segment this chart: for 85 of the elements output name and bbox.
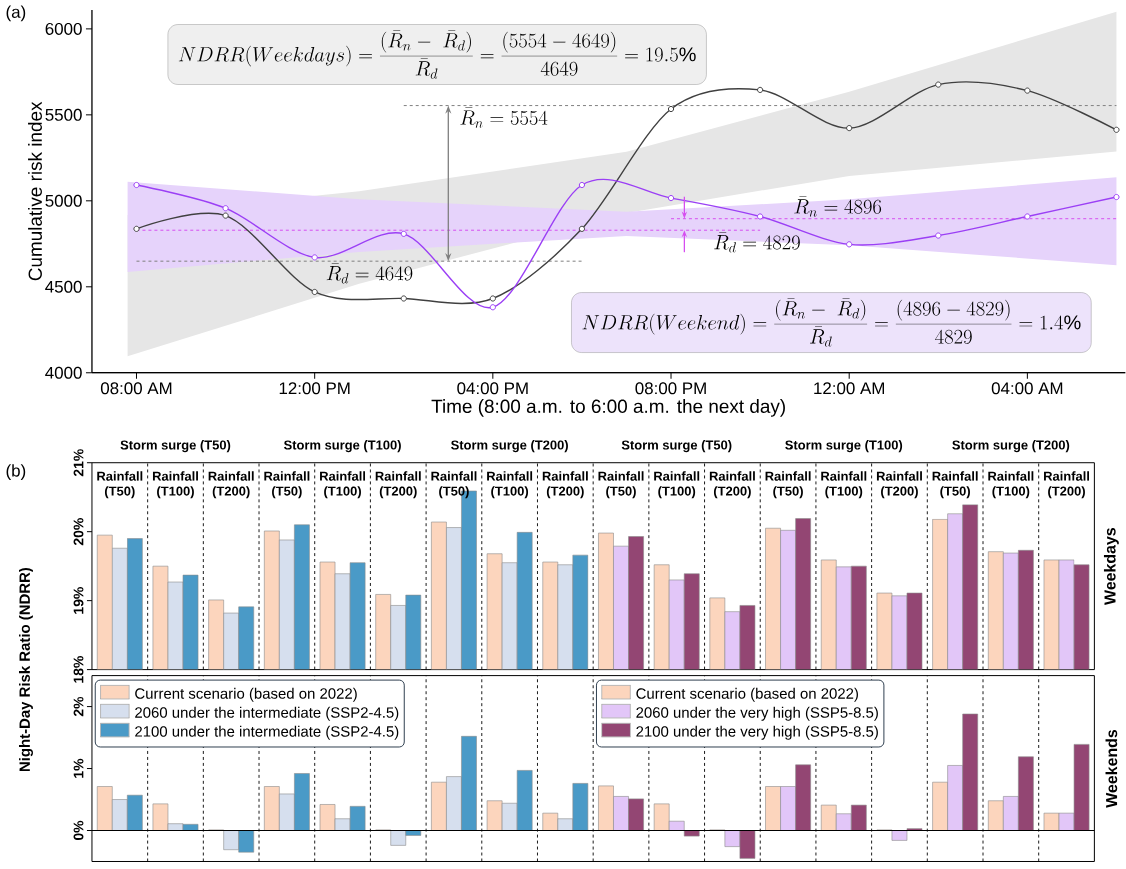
text: Storm surge (T100) <box>283 439 401 452</box>
ref-line-label: $\bar{R}_d =4829$ <box>714 231 800 253</box>
x-tick-label: Rainfall (T200) <box>208 470 254 498</box>
point <box>133 225 140 232</box>
point <box>1024 213 1031 220</box>
x-tick-label: Rainfall (T100) <box>487 470 533 498</box>
point <box>667 105 675 112</box>
x-tick-label: Rainfall (T100) <box>988 470 1034 498</box>
chart-title: (b) <box>6 464 26 480</box>
text: Storm surge (T100) <box>785 439 903 452</box>
x-tick-label: Rainfall (T50) <box>932 470 978 498</box>
x-tick-label: Rainfall (T100) <box>654 470 700 498</box>
x-tick-label: Rainfall (T200) <box>1044 470 1089 498</box>
x-tick-label: 04:00 PM <box>457 382 528 395</box>
x-tick-label: Rainfall (T50) <box>264 470 310 498</box>
x-axis-title: Time (8:00 a.m. to 6:00 a.m. the next day) <box>431 398 785 417</box>
y-tick-label: 4500 <box>45 280 82 293</box>
point <box>757 213 764 220</box>
text: Current scenario (based on 2022) <box>636 687 858 702</box>
ref-line-label: $\bar{R}_n =4896$ <box>794 196 882 217</box>
legend-label: 2100 under the intermediate (SSP2-4.5) <box>135 725 399 740</box>
y-tick-label: 6000 <box>45 22 82 35</box>
point <box>935 232 942 239</box>
point <box>222 212 229 219</box>
annotation: $NDRR(Weekend) = \frac{(\bar{R}_n -\ \bar{R}_d)}{\bar{R}_d} = \frac{(4896-4829)}{4829} = 1.4\%$ <box>582 297 1081 347</box>
x-tick-label: Rainfall (T100) <box>152 470 198 498</box>
x-tick-label: Rainfall (T50) <box>598 470 644 498</box>
y2-axis-title: Weekends <box>1105 729 1118 808</box>
y-axis-title: Night-Day Risk Ratio (NDRR) <box>19 567 33 771</box>
text: Storm surge (T50) <box>120 439 231 452</box>
x-tick-label: Rainfall (T200) <box>709 470 755 498</box>
y-tick-label: 18% <box>73 655 84 683</box>
y-tick-label: 0% <box>73 820 84 840</box>
legend-label: Current scenario (based on 2022) <box>135 687 357 702</box>
point <box>1113 126 1120 133</box>
y-tick-label: 21% <box>73 448 84 476</box>
point <box>1113 193 1120 200</box>
y-tick-label: 19% <box>73 586 84 614</box>
y-tick-label: 20% <box>73 517 84 545</box>
point <box>311 288 318 295</box>
x-tick-label: Rainfall (T50) <box>97 470 143 498</box>
point <box>935 81 942 88</box>
text: Storm surge (T50) <box>621 439 732 452</box>
x-tick-label: 08:00 PM <box>635 382 706 395</box>
point <box>846 241 853 248</box>
point <box>757 86 764 93</box>
x-tick-label: Rainfall (T100) <box>320 470 366 498</box>
annotation: $NDRR(Weekdays) = \frac{(\bar{R}_n -\ \bar{R}_d)}{\bar{R}_d} = \frac{(5554-4649)}{4649} = 19.5\%$ <box>178 29 696 79</box>
point <box>489 295 496 302</box>
legend-label: 2060 under the intermediate (SSP2-4.5) <box>135 706 399 721</box>
point <box>578 181 586 188</box>
point <box>400 295 407 302</box>
x-tick-label: Rainfall (T200) <box>876 470 922 498</box>
x-tick-label: 04:00 AM <box>991 382 1063 395</box>
x-tick-label: Rainfall (T200) <box>542 470 588 498</box>
y-tick-label: 5500 <box>45 108 82 121</box>
point <box>846 124 853 131</box>
x-tick-label: Rainfall (T100) <box>821 470 867 498</box>
point <box>400 230 407 237</box>
text: Storm surge (T200) <box>451 439 568 452</box>
x-tick-label: Rainfall (T50) <box>431 470 477 498</box>
chart-title: (a) <box>6 5 26 22</box>
x-tick-label: Rainfall (T50) <box>765 470 811 498</box>
point <box>489 303 496 311</box>
y2-axis-title: Weekdays <box>1103 527 1119 605</box>
x-tick-label: 08:00 AM <box>100 382 172 395</box>
y-tick-label: 5000 <box>45 194 82 207</box>
x-tick-label: 12:00 PM <box>279 382 350 395</box>
legend-label: 2060 under the very high (SSP5-8.5) <box>636 706 878 721</box>
point <box>133 181 140 188</box>
point <box>222 204 229 212</box>
text: Storm surge (T200) <box>952 439 1070 452</box>
ref-line-label: $\bar{R}_n = 5554$ <box>460 107 548 128</box>
point <box>578 225 586 232</box>
point <box>1024 87 1031 94</box>
x-tick-label: 12:00 AM <box>814 382 884 395</box>
ref-line-label: $\bar{R}_d = 4649$ <box>326 262 413 284</box>
y-tick-label: 1% <box>73 758 84 778</box>
point <box>311 254 318 261</box>
x-tick-label: Rainfall (T200) <box>375 470 421 498</box>
legend-label: 2100 under the very high (SSP5-8.5) <box>636 725 878 740</box>
y-axis-title: Cumulative risk index <box>28 101 42 281</box>
y-tick-label: 4000 <box>45 366 82 379</box>
point <box>667 194 675 201</box>
y-tick-label: 2% <box>73 696 84 716</box>
